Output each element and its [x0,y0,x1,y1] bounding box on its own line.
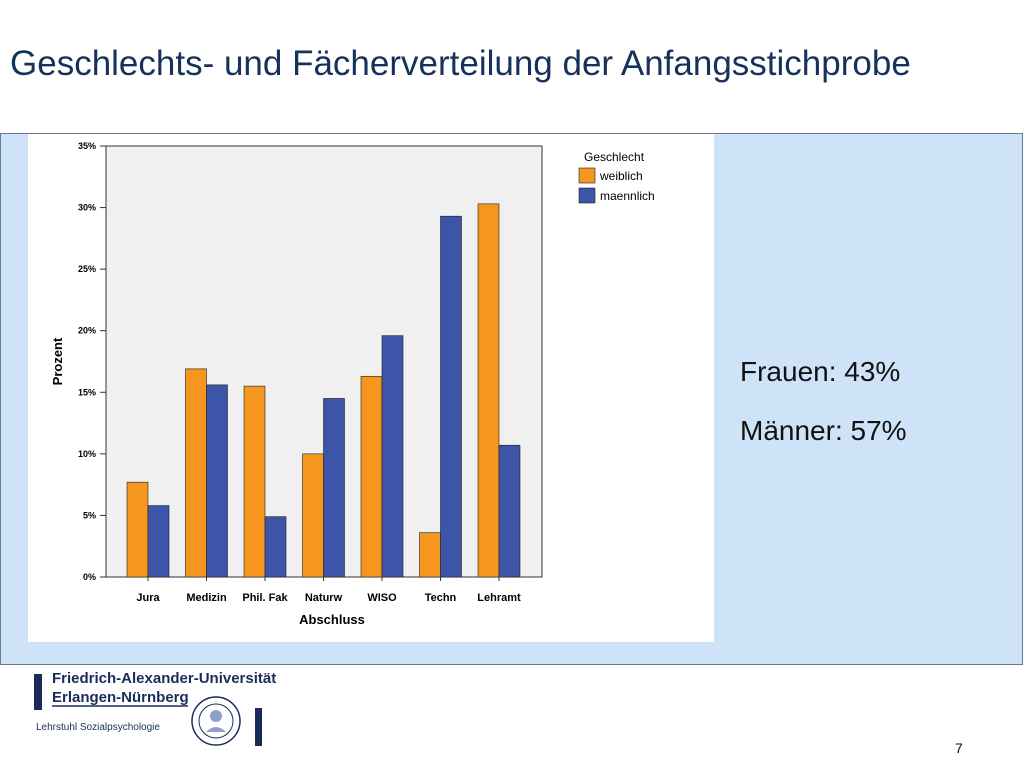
x-tick-label: Phil. Fak [242,592,288,604]
bar-weiblich-lehramt [477,203,500,578]
university-name-line1: Friedrich-Alexander-Universität [52,670,277,687]
bar-maennlich-jura [147,505,170,578]
legend-swatch-maennlich [578,187,596,204]
y-tick-label: 5% [83,510,96,520]
logo-bar-right [255,708,262,746]
y-tick-label: 15% [78,387,96,397]
legend-label-weiblich: weiblich [599,169,643,183]
x-tick-label: Techn [425,592,457,604]
page-number: 7 [955,740,963,756]
university-logo [34,674,262,746]
x-tick-label: Naturw [305,592,343,604]
stat-men: Männer: 57% [740,415,907,446]
legend-label-maennlich: maennlich [600,189,655,203]
bar-maennlich-wiso [381,335,404,578]
bar-weiblich-medizin [185,368,207,578]
x-axis-label: Abschluss [299,612,365,627]
y-tick-label: 0% [83,572,96,582]
x-tick-label: Jura [136,592,160,604]
bar-weiblich-wiso [360,375,383,578]
bar-weiblich-naturw [302,453,324,578]
legend-title: Geschlecht [584,150,645,164]
legend-swatch-weiblich [578,167,596,184]
x-tick-label: Lehramt [477,592,521,604]
bar-chart: 0% 5% 10% 15% 20% 25% 30% 35% Prozent Jura Medizin… [50,141,655,627]
y-tick-label: 30% [78,203,96,213]
bar-maennlich-techn [440,215,462,578]
chair-name: Lehrstuhl Sozialpsychologie [36,722,160,733]
y-tick-label: 10% [78,449,96,459]
y-tick-label: 35% [78,141,96,151]
chart-card: 0% 5% 10% 15% 20% 25% 30% 35% Prozent Jura Medizin… [28,134,714,642]
bar-maennlich-phil-fak [264,516,287,578]
bar-weiblich-phil-fak [243,385,266,578]
bar-weiblich-techn [419,532,441,578]
y-tick-label: 25% [78,264,96,274]
bar-maennlich-lehramt [498,444,521,578]
bar-maennlich-naturw [323,398,345,578]
y-tick-label: 20% [78,326,96,336]
university-seal-icon [191,696,241,746]
x-tick-label: WISO [367,592,397,604]
university-name-line2: Erlangen-Nürnberg [52,689,189,706]
x-tick-label: Medizin [186,592,227,604]
slide-title: Geschlechts- und Fächerverteilung der An… [10,44,911,83]
bar-weiblich-jura [126,481,149,578]
stat-women: Frauen: 43% [740,356,901,387]
y-axis-label: Prozent [50,337,65,385]
logo-bar-left [34,674,42,710]
bar-maennlich-medizin [206,384,228,578]
